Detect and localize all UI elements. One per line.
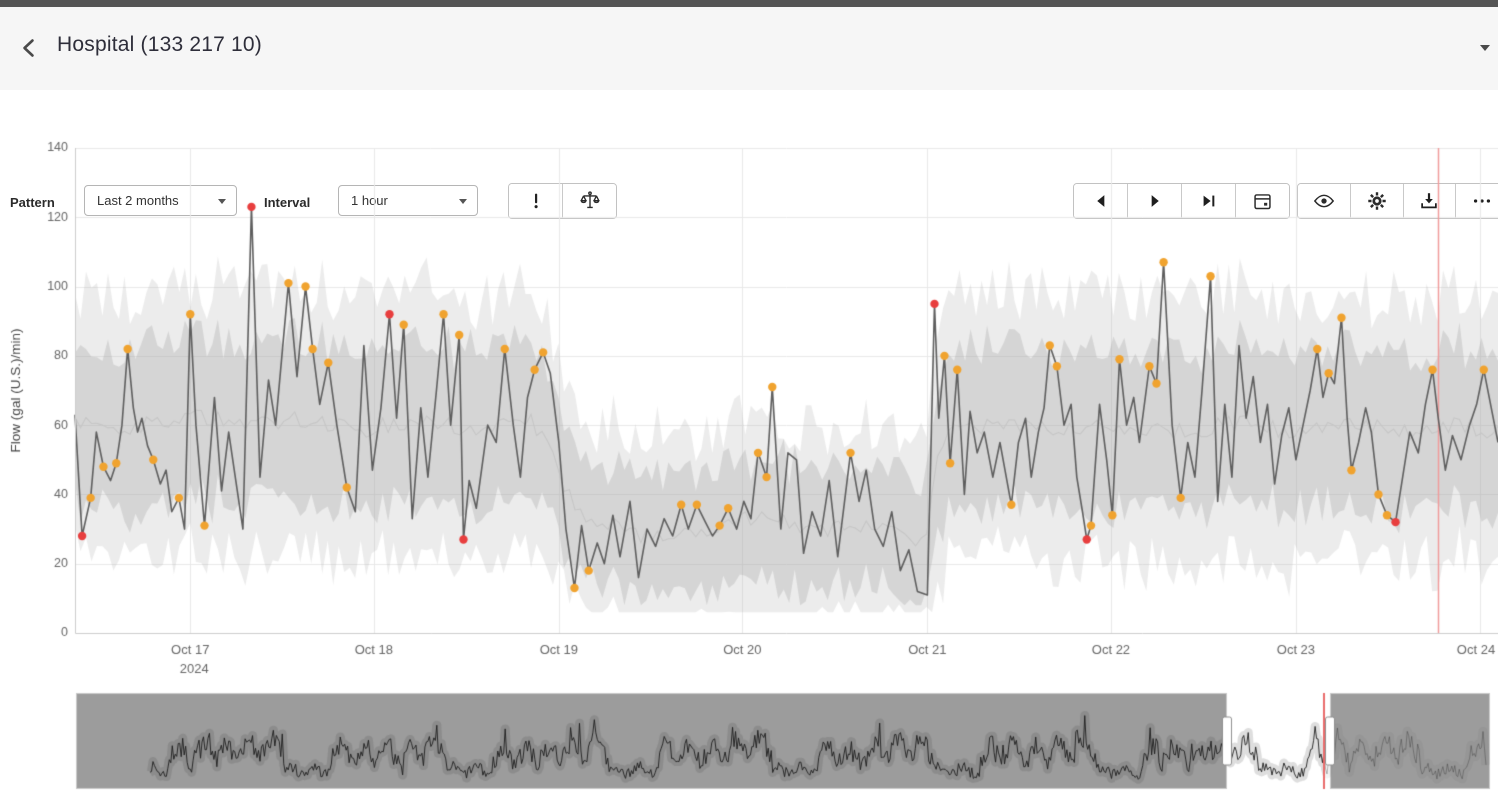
chevron-down-icon[interactable] [1480, 45, 1490, 51]
range-navigator-canvas[interactable] [0, 686, 1498, 804]
header-bar: Hospital (133 217 10) [0, 7, 1498, 90]
back-button[interactable] [16, 35, 42, 61]
flow-chart-canvas[interactable] [0, 140, 1498, 686]
chevron-left-icon [16, 39, 42, 65]
page-title: Hospital (133 217 10) [57, 33, 262, 56]
top-window-strip [0, 0, 1498, 7]
toolbar: Pattern Last 2 months Interval 1 hour [0, 90, 1498, 219]
